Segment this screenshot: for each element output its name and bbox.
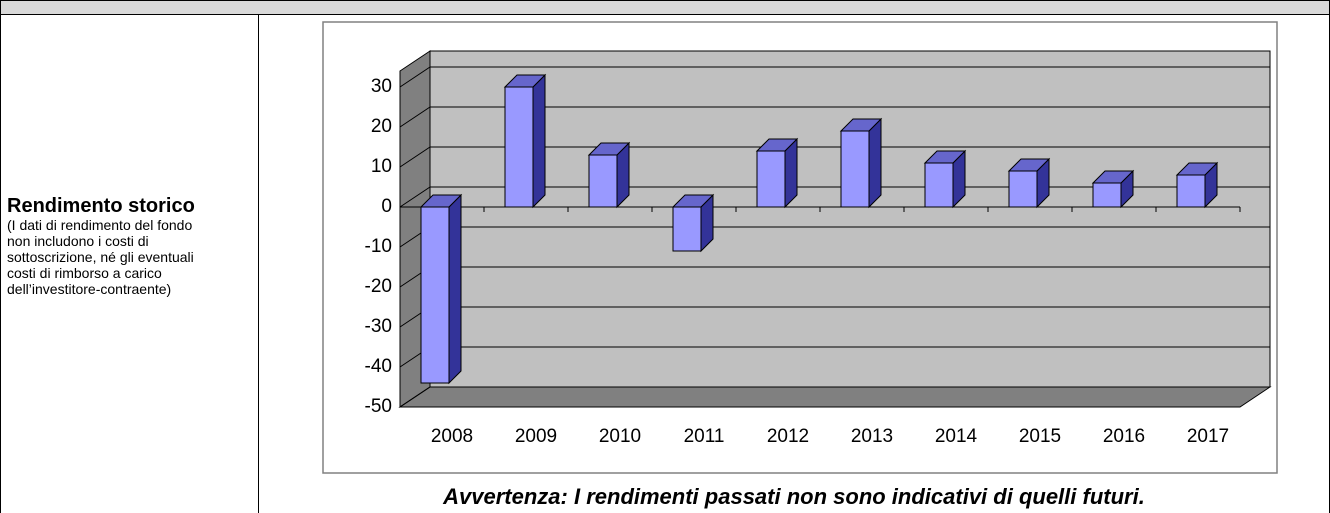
grid-line-side (399, 66, 431, 88)
y-tick-label: -20 (365, 276, 392, 297)
bar (1008, 170, 1038, 208)
bar-side (868, 117, 882, 209)
warning-note: Avvertenza: I rendimenti passati non son… (443, 484, 1145, 509)
grid-line-side (399, 186, 431, 208)
x-tick-label: 2010 (599, 426, 641, 447)
left-cell: Rendimento storico (I dati di rendimento… (0, 15, 259, 513)
y-tick-label: -40 (365, 356, 392, 377)
bar (420, 206, 450, 384)
grid-line-side (399, 386, 431, 408)
back-wall (429, 50, 1271, 388)
bar (756, 150, 786, 208)
bar-side (448, 193, 462, 385)
y-tick-label: 10 (371, 156, 392, 177)
bar (1176, 174, 1206, 208)
x-tick-label: 2016 (1103, 426, 1145, 447)
y-tick-label: -10 (365, 236, 392, 257)
cell-title: Rendimento storico (7, 195, 195, 217)
left-text: Rendimento storico (I dati di rendimento… (7, 195, 257, 297)
bar (924, 162, 954, 208)
y-tick-label: -50 (365, 396, 392, 417)
grid-line-side (399, 106, 431, 128)
bar (504, 86, 534, 208)
y-tick-label: 20 (371, 116, 392, 137)
x-tick-label: 2013 (851, 426, 893, 447)
bar-side (532, 73, 546, 209)
bar (672, 206, 702, 252)
bar (588, 154, 618, 208)
x-tick-label: 2009 (515, 426, 557, 447)
x-tick-label: 2014 (935, 426, 978, 447)
y-tick-label: -30 (365, 316, 392, 337)
bar (1092, 182, 1122, 208)
x-tick-label: 2012 (767, 426, 809, 447)
x-tick-label: 2008 (431, 426, 473, 447)
y-tick-label: 30 (371, 76, 392, 97)
floor (398, 386, 1272, 408)
x-tick-label: 2017 (1187, 426, 1229, 447)
y-tick-label: 0 (381, 196, 392, 217)
x-tick-label: 2015 (1019, 426, 1061, 447)
bar (840, 130, 870, 208)
cell-note: (I dati di rendimento del fondo non incl… (7, 217, 194, 297)
x-tick-label: 2011 (684, 426, 725, 447)
grid-line-side (399, 146, 431, 168)
